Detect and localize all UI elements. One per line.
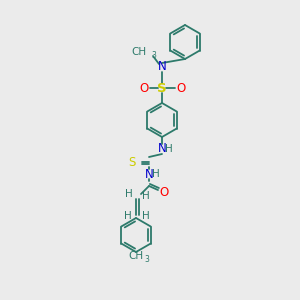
- Text: CH: CH: [128, 251, 144, 261]
- Text: N: N: [158, 61, 166, 74]
- Text: S: S: [157, 82, 167, 94]
- Text: H: H: [152, 169, 160, 179]
- Text: O: O: [140, 82, 148, 94]
- Text: 3: 3: [151, 50, 156, 59]
- Text: H: H: [165, 144, 173, 154]
- Text: H: H: [142, 211, 150, 221]
- Text: H: H: [124, 211, 132, 221]
- Text: O: O: [176, 82, 186, 94]
- Text: 3: 3: [144, 254, 149, 263]
- Text: S: S: [129, 155, 136, 169]
- Text: N: N: [158, 142, 166, 155]
- Text: CH: CH: [131, 47, 146, 57]
- Text: N: N: [145, 167, 153, 181]
- Text: O: O: [159, 185, 169, 199]
- Text: H: H: [125, 189, 133, 199]
- Text: H: H: [142, 191, 150, 201]
